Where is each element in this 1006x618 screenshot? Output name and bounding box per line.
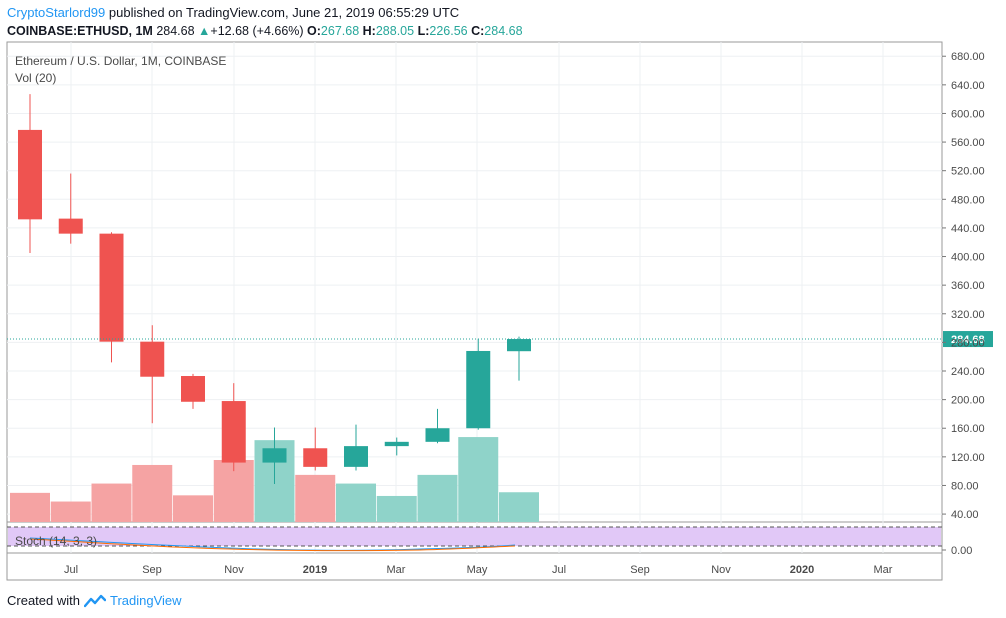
candle-body	[425, 428, 450, 442]
candle	[140, 325, 165, 424]
stoch-legend: Stoch (14, 3, 3)	[15, 534, 97, 548]
stoch-tick-label: 0.00	[951, 545, 972, 557]
high-label: H:	[362, 24, 376, 38]
chart-title: Ethereum / U.S. Dollar, 1M, COINBASE	[15, 54, 226, 68]
candle	[262, 427, 287, 485]
candle	[466, 338, 491, 430]
stoch-band	[8, 527, 941, 546]
candle	[507, 336, 531, 381]
chart-frame	[6, 41, 943, 581]
price-tick-label: 240.00	[951, 366, 985, 378]
price-tick-label: 80.00	[951, 480, 979, 492]
price-tick-label: 480.00	[951, 194, 985, 206]
time-tick-label: Mar	[874, 564, 893, 576]
price-tick-label: 200.00	[951, 395, 985, 407]
volume-bar	[376, 495, 417, 522]
candle-body	[466, 350, 491, 429]
candles	[18, 94, 531, 485]
candle-body	[18, 129, 42, 220]
candle-body	[384, 441, 409, 447]
time-tick-label: Sep	[142, 564, 162, 576]
symbol-label: COINBASE:ETHUSD, 1M	[7, 24, 153, 38]
candle-body	[181, 376, 205, 402]
low-value: 226.56	[429, 24, 468, 38]
price-tick-label: 440.00	[951, 223, 985, 235]
candle-body	[99, 233, 124, 342]
candle-body	[221, 401, 246, 463]
price-tick-label: 640.00	[951, 80, 985, 92]
last-price-badge	[943, 331, 993, 348]
axes: 680.00 640.00 600.00 560.00 520.00 480.00 440.…	[64, 51, 985, 576]
price-tick-label: 280.00	[951, 337, 985, 349]
high-value: 288.05	[375, 24, 415, 38]
time-tick-label: Jul	[64, 564, 78, 576]
volume-bar	[295, 474, 336, 522]
close-value: 284.68	[484, 24, 523, 38]
price-tick-label: 680.00	[951, 51, 985, 63]
last-price-line: 284.68	[7, 331, 993, 348]
time-tick-label: Nov	[711, 564, 731, 576]
close-label: C:	[471, 24, 485, 38]
stoch-pane	[7, 526, 942, 552]
change-value: +12.68 (+4.66%)	[210, 24, 304, 38]
volume-bar	[336, 483, 376, 522]
price-tick-label: 320.00	[951, 309, 985, 321]
price-tick-label: 520.00	[951, 166, 985, 178]
candle-body	[344, 446, 368, 467]
published-text: published on TradingView.com, June 21, 2…	[105, 5, 460, 20]
publish-info: CryptoStarlord99 published on TradingVie…	[7, 3, 459, 23]
open-label: O:	[307, 24, 321, 38]
candle	[221, 383, 246, 472]
candle	[303, 427, 328, 471]
volume-legend: Vol (20)	[15, 71, 56, 85]
footer: Created with TradingView	[7, 592, 182, 610]
volume-bar	[50, 501, 91, 522]
candle	[18, 94, 42, 253]
time-tick-label: Sep	[630, 564, 650, 576]
price-tick-label: 120.00	[951, 452, 985, 464]
time-tick-label: 2020	[790, 564, 814, 576]
time-tick-label: May	[467, 564, 488, 576]
stoch-d-line	[29, 538, 516, 552]
candle-body	[58, 218, 83, 234]
candle-body	[507, 339, 531, 352]
author-link[interactable]: CryptoStarlord99	[7, 5, 106, 20]
volume-bar	[173, 495, 213, 522]
last-price-label: 284.68	[951, 334, 985, 346]
candle	[344, 424, 368, 471]
volume-bar	[499, 492, 539, 522]
candle-body	[262, 448, 287, 463]
time-tick-label: Jul	[552, 564, 566, 576]
price-tick-label: 160.00	[951, 423, 985, 435]
candle	[181, 373, 205, 409]
price-tick-label: 40.00	[951, 509, 979, 521]
open-value: 267.68	[320, 24, 360, 38]
volume-bar	[417, 474, 458, 522]
tradingview-logo-icon	[83, 594, 106, 608]
volume-bar	[10, 492, 50, 522]
price-tick-label: 600.00	[951, 108, 985, 120]
candle	[384, 437, 409, 456]
volume-bar	[132, 464, 173, 522]
price-tick-label: 560.00	[951, 137, 985, 149]
up-arrow-icon: ▲	[198, 24, 211, 38]
candle-body	[140, 341, 165, 377]
time-tick-label: Nov	[224, 564, 244, 576]
price-tick-label: 400.00	[951, 252, 985, 264]
last-price: 284.68	[156, 24, 195, 38]
volume-bar	[458, 437, 499, 522]
created-with-label: Created with	[7, 593, 80, 608]
time-tick-label: Mar	[387, 564, 406, 576]
tradingview-link[interactable]: TradingView	[109, 593, 182, 608]
candle-body	[303, 448, 328, 467]
candle	[425, 408, 450, 444]
low-label: L:	[417, 24, 430, 38]
candle	[58, 173, 83, 244]
time-tick-label: 2019	[303, 564, 327, 576]
candle	[99, 232, 124, 363]
quote-bar: COINBASE:ETHUSD, 1M 284.68 ▲+12.68 (+4.6…	[7, 21, 523, 41]
volume-bar	[91, 483, 132, 522]
price-tick-label: 360.00	[951, 280, 985, 292]
